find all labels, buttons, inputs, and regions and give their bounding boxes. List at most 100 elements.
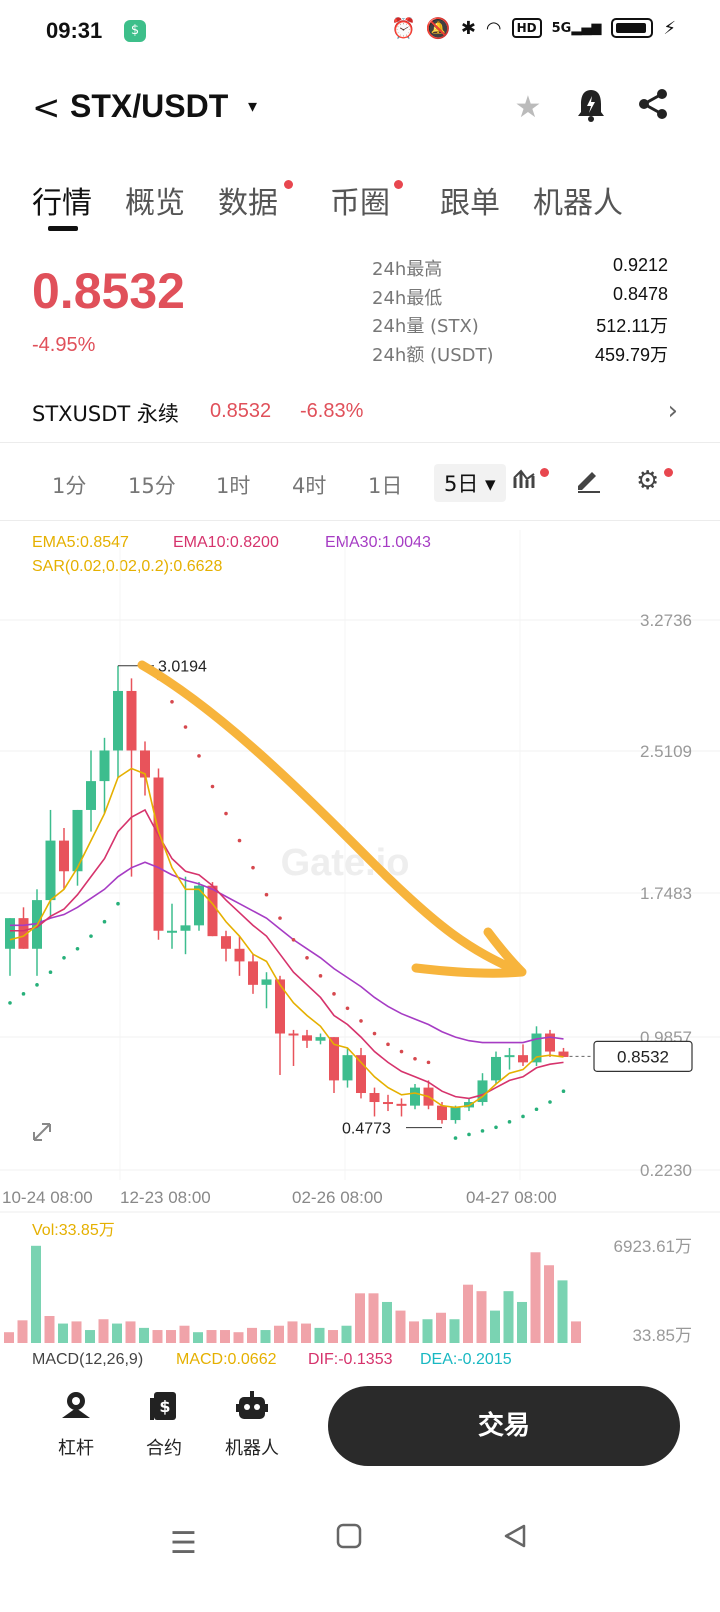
interval-1m[interactable]: 1分 (52, 474, 87, 498)
ema10-legend: EMA10:0.8200 (173, 534, 279, 551)
sar-dot (372, 1031, 377, 1036)
interval-15m[interactable]: 15分 (128, 474, 176, 498)
volume-bar (544, 1265, 554, 1343)
candle-body (477, 1080, 488, 1103)
candle-body (261, 979, 272, 985)
share-icon[interactable] (633, 88, 673, 128)
bottom-action-bar: 杠杆 $ 合约 机器人 交易 (0, 1372, 720, 1482)
volume-bar (436, 1312, 446, 1343)
perpetual-price: 0.8532 (210, 400, 272, 422)
sar-dot (170, 699, 174, 704)
pair-selector[interactable]: STX/USDT (70, 88, 229, 124)
tab-data[interactable]: 数据 (218, 186, 278, 221)
ema30-line (10, 861, 564, 1044)
candlestick-chart[interactable]: 3.27362.51091.74830.98570.2230Gate.io3.0… (0, 520, 720, 1370)
back-nav-icon[interactable] (502, 1522, 528, 1557)
volume-bar (395, 1310, 406, 1343)
candle-body (167, 930, 177, 933)
trade-button[interactable]: 交易 (328, 1386, 680, 1466)
chevron-down-icon[interactable]: ▾ (248, 96, 258, 117)
volume-bar (422, 1319, 433, 1343)
volume-bar (449, 1319, 460, 1343)
volume-legend: Vol:33.85万 (32, 1222, 115, 1239)
candle-body (356, 1055, 366, 1094)
annotation-arrowhead (411, 927, 527, 978)
wifi-icon: ◠ (485, 17, 502, 39)
perpetual-row[interactable]: STXUSDT 永续 0.8532 -6.83% › (0, 392, 720, 436)
sar-dot (494, 1125, 498, 1130)
home-icon[interactable] (336, 1522, 362, 1557)
sar-dot (264, 892, 269, 897)
stat-label-volume: 24h量 (STX) (372, 316, 479, 337)
sar-dot (224, 811, 228, 816)
volume-bar (476, 1291, 487, 1343)
menu-icon[interactable]: ☰ (170, 1526, 197, 1561)
draw-tool-icon[interactable] (574, 466, 602, 501)
volume-bar (409, 1321, 419, 1343)
interval-4h[interactable]: 4时 (292, 474, 327, 498)
stat-value-low: 0.8478 (612, 284, 668, 304)
back-button[interactable]: < (32, 88, 61, 128)
expand-icon (33, 1123, 51, 1141)
perpetual-name: STXUSDT 永续 (32, 402, 179, 426)
sar-dot (534, 1107, 539, 1112)
sar-dot (48, 970, 53, 975)
ema5-legend: EMA5:0.8547 (32, 534, 129, 551)
star-icon[interactable]: ★ (514, 90, 542, 125)
volume-bar (463, 1284, 473, 1343)
volume-bar (193, 1332, 203, 1343)
status-icons: ⏰ 🔕 ✱ ◠ HD 5G▂▄▆ ⚡ (391, 16, 676, 40)
volume-bar (152, 1330, 163, 1343)
leverage-icon (46, 1390, 106, 1430)
volume-bar (490, 1310, 500, 1343)
tab-market[interactable]: 行情 (32, 186, 92, 221)
network-type: 5G (551, 20, 572, 36)
volume-bar (530, 1252, 541, 1343)
tab-overview[interactable]: 概览 (125, 186, 185, 221)
candle-body (194, 885, 204, 926)
volume-min-label: 33.85万 (632, 1326, 692, 1345)
sar-dot (467, 1132, 471, 1137)
tab-copy-trading[interactable]: 跟单 (440, 186, 500, 221)
nav-robot[interactable]: 机器人 (222, 1390, 282, 1460)
candle-body (153, 777, 164, 931)
robot-icon (222, 1390, 282, 1430)
volume-bar (517, 1301, 527, 1343)
nav-contract[interactable]: $ 合约 (134, 1390, 194, 1460)
settings-gear-icon[interactable]: ⚙ (636, 466, 660, 496)
active-tab-indicator (48, 226, 78, 231)
chevron-right-icon[interactable]: › (667, 396, 678, 426)
candle-body (531, 1033, 542, 1063)
volume-bar (287, 1321, 298, 1343)
volume-bar (17, 1320, 28, 1343)
volume-bar (139, 1327, 149, 1343)
candle-body (113, 690, 123, 751)
volume-bar (368, 1293, 379, 1343)
interval-1d[interactable]: 1日 (368, 474, 403, 498)
volume-bar (58, 1323, 68, 1343)
indicators-icon[interactable] (512, 466, 540, 499)
tab-bots[interactable]: 机器人 (533, 186, 623, 221)
tab-community[interactable]: 币圈 (330, 186, 390, 221)
interval-5d[interactable]: 5日 ▾ (434, 464, 506, 502)
candle-body (140, 750, 150, 778)
stat-label-low: 24h最低 (372, 288, 443, 309)
sar-dot (305, 955, 309, 960)
macd-dea: DEA:-0.2015 (420, 1351, 512, 1368)
high-label: 3.0194 (158, 659, 207, 676)
interval-selector: 1分 15分 1时 4时 1日 5日 ▾ ⚙ (0, 456, 720, 512)
sar-dot (561, 1089, 566, 1094)
stat-label-high: 24h最高 (372, 259, 443, 280)
divider (0, 442, 720, 443)
volume-bar (112, 1323, 122, 1343)
price-alert-icon[interactable] (571, 88, 611, 128)
volume-bar (166, 1330, 176, 1343)
volume-bar (31, 1245, 41, 1343)
interval-1h[interactable]: 1时 (216, 474, 251, 498)
nav-leverage[interactable]: 杠杆 (46, 1390, 106, 1460)
candle-body (72, 809, 83, 872)
candle-body (59, 840, 69, 872)
volume-bar (125, 1321, 136, 1343)
indicators-notification-dot (540, 468, 549, 477)
sar-dot (35, 983, 39, 987)
